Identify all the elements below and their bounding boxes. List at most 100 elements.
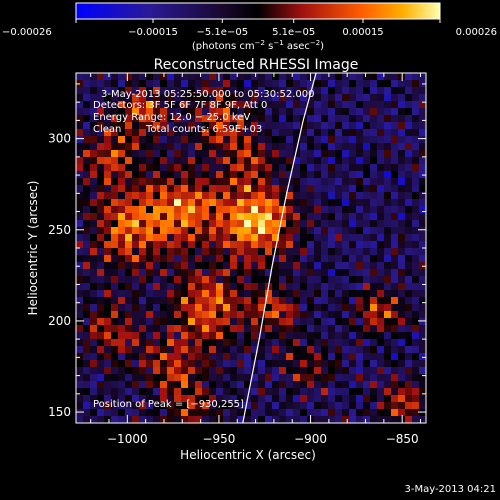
heatmap-cell	[293, 248, 301, 256]
heatmap-cell	[76, 318, 84, 326]
heatmap-cell	[153, 115, 161, 123]
heatmap-cell	[230, 325, 238, 333]
heatmap-cell	[419, 220, 426, 228]
heatmap-cell	[125, 185, 133, 193]
heatmap-cell	[356, 129, 364, 137]
heatmap-cell	[419, 185, 426, 193]
heatmap-cell	[412, 241, 420, 249]
heatmap-cell	[342, 332, 350, 340]
heatmap-cell	[237, 395, 245, 403]
heatmap-cell	[258, 129, 266, 137]
heatmap-cell	[216, 73, 224, 81]
heatmap-cell	[153, 283, 161, 291]
heatmap-cell	[167, 157, 175, 165]
heatmap-cell	[202, 136, 210, 144]
heatmap-cell	[83, 367, 91, 375]
heatmap-cell	[188, 164, 196, 172]
heatmap-cell	[342, 304, 350, 312]
heatmap-cell	[83, 339, 91, 347]
heatmap-cell	[335, 360, 343, 368]
heatmap-cell	[111, 346, 119, 354]
heatmap-cell	[279, 171, 287, 179]
heatmap-cell	[342, 178, 350, 186]
heatmap-cell	[363, 360, 371, 368]
heatmap-cell	[258, 227, 266, 235]
heatmap-cell	[104, 395, 112, 403]
heatmap-cell	[377, 255, 385, 263]
heatmap-cell	[307, 94, 315, 102]
heatmap-cell	[132, 206, 140, 214]
heatmap-cell	[146, 269, 154, 277]
heatmap-cell	[195, 283, 203, 291]
heatmap-cell	[300, 241, 308, 249]
heatmap-cell	[335, 150, 343, 158]
heatmap-cell	[181, 157, 189, 165]
heatmap-cell	[244, 325, 252, 333]
heatmap-cell	[83, 178, 91, 186]
heatmap-cell	[363, 199, 371, 207]
heatmap-cell	[363, 157, 371, 165]
heatmap-cell	[111, 80, 119, 88]
heatmap-cell	[314, 353, 322, 361]
heatmap-cell	[314, 157, 322, 165]
heatmap-cell	[132, 367, 140, 375]
heatmap-cell	[328, 150, 336, 158]
heatmap-cell	[412, 94, 420, 102]
heatmap-cell	[272, 262, 280, 270]
heatmap-cell	[104, 80, 112, 88]
heatmap-cell	[321, 262, 329, 270]
heatmap-cell	[251, 87, 259, 95]
heatmap-cell	[251, 234, 259, 242]
heatmap-cell	[377, 143, 385, 151]
heatmap-cell	[405, 178, 413, 186]
heatmap-cell	[328, 157, 336, 165]
heatmap-cell	[335, 346, 343, 354]
solar-limb-curve	[242, 73, 317, 423]
heatmap-cell	[265, 94, 273, 102]
heatmap-cell	[307, 206, 315, 214]
heatmap-cell	[111, 332, 119, 340]
heatmap-cell	[384, 262, 392, 270]
heatmap-cell	[125, 402, 133, 410]
heatmap-cell	[419, 241, 426, 249]
heatmap-cell	[244, 346, 252, 354]
heatmap-cell	[279, 115, 287, 123]
heatmap-cell	[384, 143, 392, 151]
heatmap-cell	[160, 360, 168, 368]
heatmap-cell	[139, 395, 147, 403]
heatmap-cell	[258, 234, 266, 242]
heatmap-cell	[111, 283, 119, 291]
heatmap-cell	[384, 101, 392, 109]
heatmap-cell	[76, 248, 84, 256]
annotation-time-range: 3-May-2013 05:25:50.000 to 05:30:52.000	[101, 89, 314, 100]
heatmap-cell	[412, 122, 420, 130]
heatmap-cell	[391, 115, 399, 123]
heatmap-cell	[356, 73, 364, 81]
heatmap-cell	[244, 185, 252, 193]
heatmap-cell	[244, 262, 252, 270]
heatmap-cell	[216, 143, 224, 151]
heatmap-cell	[405, 199, 413, 207]
heatmap-cell	[349, 171, 357, 179]
heatmap-cell	[160, 255, 168, 263]
heatmap-cell	[307, 171, 315, 179]
heatmap-cell	[342, 381, 350, 389]
heatmap-cell	[188, 227, 196, 235]
heatmap-cell	[405, 87, 413, 95]
heatmap-cell	[307, 143, 315, 151]
heatmap-cell	[202, 94, 210, 102]
heatmap-cell	[216, 94, 224, 102]
heatmap-cell	[272, 136, 280, 144]
heatmap-cell	[244, 367, 252, 375]
heatmap-cell	[300, 402, 308, 410]
heatmap-cell	[251, 409, 259, 417]
heatmap-cell	[83, 108, 91, 116]
heatmap-cell	[125, 283, 133, 291]
heatmap-cell	[230, 402, 238, 410]
heatmap-cell	[321, 325, 329, 333]
heatmap-cell	[342, 164, 350, 172]
heatmap-cell	[139, 122, 147, 130]
heatmap-cell	[153, 80, 161, 88]
heatmap-cell	[398, 346, 406, 354]
heatmap-cell	[293, 192, 301, 200]
